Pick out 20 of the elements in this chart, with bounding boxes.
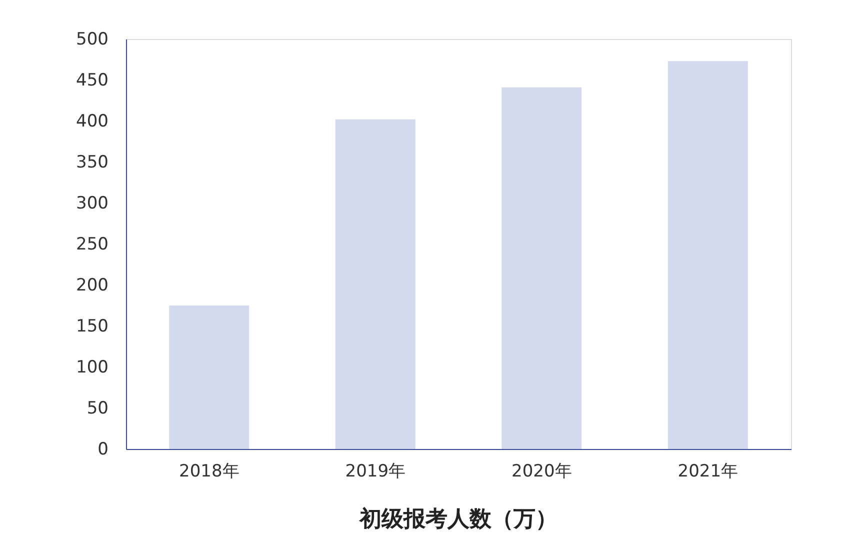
y-tick-label: 250 <box>76 234 108 254</box>
y-tick-label: 50 <box>86 398 108 418</box>
bar <box>169 306 250 449</box>
y-tick-label: 100 <box>76 358 108 378</box>
bar <box>668 61 748 449</box>
x-tick-label: 2020年 <box>511 462 572 482</box>
y-tick-label: 0 <box>98 440 108 460</box>
y-tick-label: 500 <box>76 30 108 50</box>
y-tick-label: 400 <box>76 112 108 132</box>
y-tick-label: 200 <box>76 276 108 296</box>
x-tick-label: 2019年 <box>345 462 406 482</box>
text: 初级报考人数（万） <box>358 506 558 532</box>
y-tick-label: 300 <box>76 194 108 214</box>
y-tick-label: 150 <box>76 316 108 336</box>
bar <box>502 87 582 449</box>
bar <box>335 119 416 449</box>
y-tick-label: 450 <box>76 70 108 90</box>
x-tick-label: 2021年 <box>678 462 738 482</box>
x-tick-label: 2018年 <box>178 462 240 482</box>
y-tick-label: 350 <box>76 152 108 172</box>
